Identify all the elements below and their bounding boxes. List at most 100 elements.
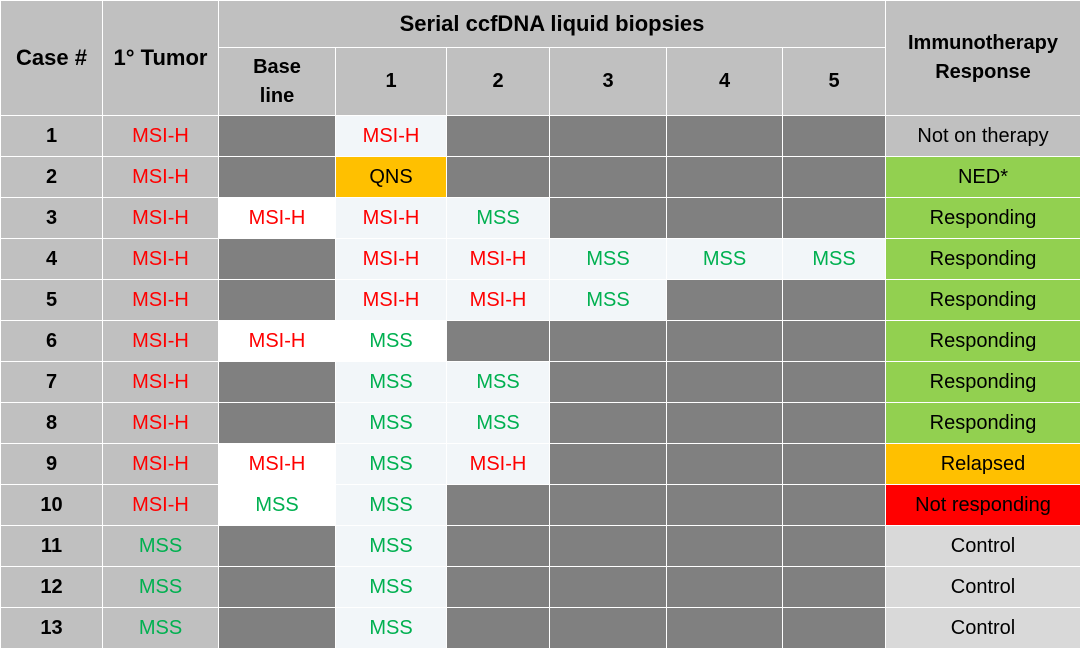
biopsy-5-empty-cell	[782, 607, 886, 649]
table-row: 7 MSI-H MSS MSS Responding	[0, 361, 1080, 403]
biopsy-5-empty-cell	[782, 361, 886, 403]
biopsy-1-result-cell: MSS	[335, 402, 447, 444]
table-row: 5 MSI-H MSI-H MSI-H MSS Responding	[0, 279, 1080, 321]
biopsy-4-empty-cell	[666, 484, 783, 526]
response-status-cell: Responding	[885, 279, 1080, 321]
biopsy-4-empty-cell	[666, 566, 783, 608]
primary-tumor-cell: MSI-H	[102, 197, 219, 239]
biopsy-4-empty-cell	[666, 443, 783, 485]
case-number-cell: 4	[0, 238, 103, 280]
response-status-cell: Relapsed	[885, 443, 1080, 485]
biopsy-2-header: 2	[446, 47, 550, 116]
case-number-cell: 5	[0, 279, 103, 321]
primary-tumor-cell: MSI-H	[102, 115, 219, 157]
response-status-cell: Responding	[885, 402, 1080, 444]
table-row: 3 MSI-H MSI-H MSI-H MSS Responding	[0, 197, 1080, 239]
baseline-result-cell: MSS	[218, 484, 336, 526]
biopsy-1-result-cell: MSS	[335, 566, 447, 608]
biopsy-3-empty-cell	[549, 484, 667, 526]
table-row: 12 MSS MSS Control	[0, 566, 1080, 608]
biopsy-2-empty-cell	[446, 484, 550, 526]
biopsy-1-result-cell: MSS	[335, 484, 447, 526]
baseline-header: Base line	[218, 47, 336, 116]
biopsy-4-empty-cell	[666, 607, 783, 649]
primary-tumor-cell: MSS	[102, 525, 219, 567]
primary-tumor-cell: MSI-H	[102, 156, 219, 198]
biopsy-4-empty-cell	[666, 156, 783, 198]
biopsy-3-empty-cell	[549, 361, 667, 403]
biopsy-4-empty-cell	[666, 115, 783, 157]
baseline-result-cell: MSI-H	[218, 443, 336, 485]
biopsy-5-empty-cell	[782, 566, 886, 608]
biopsy-5-empty-cell	[782, 156, 886, 198]
header-row-top: Case # 1° Tumor Serial ccfDNA liquid bio…	[0, 0, 1080, 116]
primary-tumor-cell: MSI-H	[102, 402, 219, 444]
biopsy-3-empty-cell	[549, 402, 667, 444]
case-number-cell: 7	[0, 361, 103, 403]
primary-tumor-cell: MSI-H	[102, 484, 219, 526]
table-row: 9 MSI-H MSI-H MSS MSI-H Relapsed	[0, 443, 1080, 485]
biopsy-5-empty-cell	[782, 484, 886, 526]
biopsy-5-empty-cell	[782, 197, 886, 239]
biopsy-1-result-cell: MSI-H	[335, 115, 447, 157]
response-status-cell: Control	[885, 566, 1080, 608]
baseline-empty-cell	[218, 238, 336, 280]
primary-tumor-cell: MSI-H	[102, 320, 219, 362]
primary-tumor-header: 1° Tumor	[102, 0, 219, 116]
primary-tumor-cell: MSI-H	[102, 238, 219, 280]
biopsy-5-empty-cell	[782, 525, 886, 567]
table-row: 2 MSI-H QNS NED*	[0, 156, 1080, 198]
biopsy-1-result-cell: MSI-H	[335, 279, 447, 321]
biopsy-2-empty-cell	[446, 115, 550, 157]
response-status-cell: Control	[885, 525, 1080, 567]
biopsy-1-result-cell: MSS	[335, 607, 447, 649]
biopsy-2-result-cell: MSI-H	[446, 443, 550, 485]
table-row: 4 MSI-H MSI-H MSI-H MSS MSS MSS Responding	[0, 238, 1080, 280]
table-body: 1 MSI-H MSI-H Not on therapy 2 MSI-H QNS NED* 3 M…	[0, 115, 1080, 649]
response-status-cell: NED*	[885, 156, 1080, 198]
biopsy-4-result-cell: MSS	[666, 238, 783, 280]
baseline-empty-cell	[218, 115, 336, 157]
baseline-header-line2: line	[259, 84, 295, 107]
primary-tumor-cell: MSS	[102, 566, 219, 608]
header-row-bottom: Base line 1 2 3 4 5	[1, 47, 1080, 116]
response-header-line1: Immunotherapy	[907, 32, 1059, 54]
case-number-cell: 3	[0, 197, 103, 239]
case-number-cell: 8	[0, 402, 103, 444]
biopsy-1-result-cell: QNS	[335, 156, 447, 198]
biopsy-4-empty-cell	[666, 197, 783, 239]
table-row: 6 MSI-H MSI-H MSS Responding	[0, 320, 1080, 362]
biopsy-2-result-cell: MSS	[446, 402, 550, 444]
serial-biopsies-header: Serial ccfDNA liquid biopsies	[218, 0, 886, 48]
biopsy-3-empty-cell	[549, 197, 667, 239]
baseline-empty-cell	[218, 566, 336, 608]
biopsy-3-empty-cell	[549, 443, 667, 485]
biopsy-3-result-cell: MSS	[549, 238, 667, 280]
biopsy-1-header: 1	[335, 47, 447, 116]
response-status-cell: Responding	[885, 197, 1080, 239]
biopsy-2-result-cell: MSI-H	[446, 238, 550, 280]
table-row: 8 MSI-H MSS MSS Responding	[0, 402, 1080, 444]
case-number-cell: 9	[0, 443, 103, 485]
response-status-cell: Responding	[885, 320, 1080, 362]
biopsy-1-result-cell: MSS	[335, 361, 447, 403]
case-number-cell: 11	[0, 525, 103, 567]
biopsy-5-empty-cell	[782, 320, 886, 362]
baseline-result-cell: MSI-H	[218, 197, 336, 239]
response-status-cell: Not on therapy	[885, 115, 1080, 157]
baseline-header-line1: Base	[253, 55, 301, 78]
case-number-cell: 10	[0, 484, 103, 526]
baseline-empty-cell	[218, 361, 336, 403]
biopsy-3-empty-cell	[549, 566, 667, 608]
response-header-line2: Response	[935, 61, 1031, 83]
biopsy-3-empty-cell	[549, 320, 667, 362]
biopsy-4-empty-cell	[666, 402, 783, 444]
case-number-header: Case #	[0, 0, 103, 116]
biopsy-4-header: 4	[666, 47, 783, 116]
table-row: 10 MSI-H MSS MSS Not responding	[0, 484, 1080, 526]
case-number-cell: 13	[0, 607, 103, 649]
primary-tumor-cell: MSS	[102, 607, 219, 649]
biopsy-3-empty-cell	[549, 115, 667, 157]
biopsy-2-result-cell: MSI-H	[446, 279, 550, 321]
